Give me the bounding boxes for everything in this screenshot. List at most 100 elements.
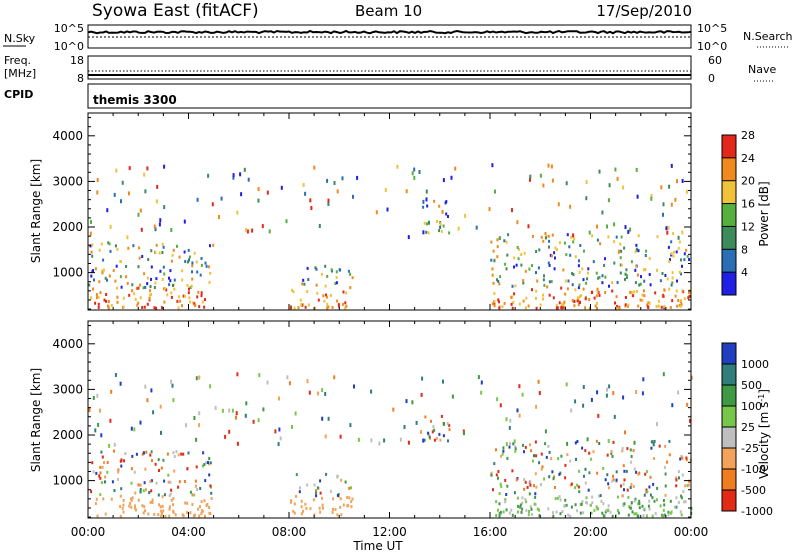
range-gate-cell (521, 496, 524, 500)
range-gate-cell (607, 504, 610, 508)
range-gate-cell (208, 462, 211, 466)
range-gate-cell (384, 188, 387, 193)
range-gate-cell (198, 423, 201, 428)
range-gate-cell (566, 287, 569, 291)
range-gate-cell (137, 212, 140, 217)
range-gate-cell (301, 282, 304, 286)
range-gate-cell (686, 254, 689, 258)
range-gate-cell (114, 279, 117, 283)
range-gate-cell (477, 375, 480, 380)
range-gate-cell (579, 244, 582, 247)
range-gate-cell (448, 423, 451, 427)
range-gate-cell (158, 251, 161, 255)
range-gate-cell (90, 296, 93, 300)
colorbar-tick-label: 100 (741, 400, 762, 413)
range-gate-cell (177, 453, 180, 457)
range-gate-cell (490, 471, 493, 475)
range-gate-cell (506, 484, 509, 488)
range-gate-cell (531, 288, 533, 292)
range-gate-cell (590, 291, 593, 294)
range-gate-cell (513, 292, 516, 296)
range-gate-cell (169, 492, 172, 496)
range-gate-cell (509, 442, 512, 446)
range-gate-cell (619, 263, 622, 267)
x-tick-label: 08:00 (272, 525, 307, 539)
range-gate-cell (594, 304, 597, 308)
range-gate-cell (195, 376, 198, 381)
range-gate-cell (149, 453, 152, 457)
range-gate-cell (91, 461, 94, 465)
range-gate-cell (475, 225, 478, 230)
range-gate-cell (405, 189, 408, 194)
range-gate-cell (626, 275, 628, 279)
range-gate-cell (550, 457, 553, 461)
range-gate-cell (306, 483, 309, 487)
range-gate-cell (100, 450, 103, 454)
range-gate-cell (297, 306, 300, 310)
range-gate-cell (319, 479, 322, 483)
range-gate-cell (327, 416, 330, 421)
range-gate-cell (101, 455, 104, 459)
range-gate-cell (499, 403, 502, 408)
range-gate-cell (636, 194, 639, 199)
range-gate-cell (498, 502, 501, 506)
freq-label: Freq. (4, 54, 31, 67)
range-gate-cell (573, 237, 576, 241)
range-gate-cell (153, 224, 156, 229)
range-gate-cell (181, 304, 183, 308)
range-gate-cell (122, 499, 125, 502)
range-gate-cell (501, 305, 504, 309)
range-gate-cell (547, 234, 550, 238)
plot-title: Syowa East (fitACF) (92, 1, 259, 21)
cpid-panel: CPID themis 3300 (4, 83, 692, 109)
range-gate-cell (677, 390, 680, 395)
range-gate-cell (635, 390, 638, 394)
range-gate-cell (197, 507, 200, 511)
range-gate-cell (131, 283, 134, 287)
range-gate-cell (109, 418, 112, 423)
range-gate-cell (680, 303, 683, 306)
range-gate-cell (582, 278, 585, 282)
range-gate-cell (551, 233, 554, 237)
range-gate-cell (522, 279, 525, 283)
range-gate-cell (170, 295, 173, 299)
range-gate-cell (535, 485, 538, 489)
range-gate-cell (611, 479, 614, 483)
range-gate-cell (198, 411, 201, 416)
range-gate-cell (187, 451, 190, 455)
range-gate-cell (131, 496, 134, 500)
power-colorbar-label: Power [dB] (757, 181, 771, 246)
range-gate-cell (671, 281, 674, 285)
range-gate-cell (289, 500, 292, 504)
range-gate-cell (681, 289, 684, 293)
range-gate-cell (433, 199, 436, 203)
range-gate-cell (668, 453, 671, 457)
range-gate-cell (126, 281, 129, 285)
range-gate-cell (309, 507, 312, 511)
range-gate-cell (548, 280, 551, 284)
range-gate-cell (193, 416, 196, 420)
range-gate-cell (490, 258, 493, 262)
range-gate-cell (663, 288, 666, 292)
range-gate-cell (562, 303, 565, 307)
range-gate-cell (178, 255, 181, 259)
range-gate-cell (664, 444, 667, 448)
range-gate-cell (181, 513, 184, 517)
range-gate-cell (168, 514, 171, 518)
range-gate-cell (245, 401, 248, 406)
range-gate-cell (110, 304, 113, 307)
range-gate-cell (669, 499, 672, 503)
range-gate-cell (182, 294, 185, 298)
range-gate-cell (182, 452, 185, 456)
range-gate-cell (99, 471, 102, 475)
range-gate-cell (324, 284, 327, 288)
range-gate-cell (132, 244, 135, 248)
range-gate-cell (158, 469, 160, 472)
range-gate-cell (664, 493, 667, 497)
range-gate-cell (357, 437, 360, 442)
range-gate-cell (321, 503, 324, 507)
range-gate-cell (243, 167, 246, 172)
range-gate-cell (681, 456, 684, 460)
range-gate-cell (386, 207, 389, 212)
range-gate-cell (195, 484, 197, 488)
